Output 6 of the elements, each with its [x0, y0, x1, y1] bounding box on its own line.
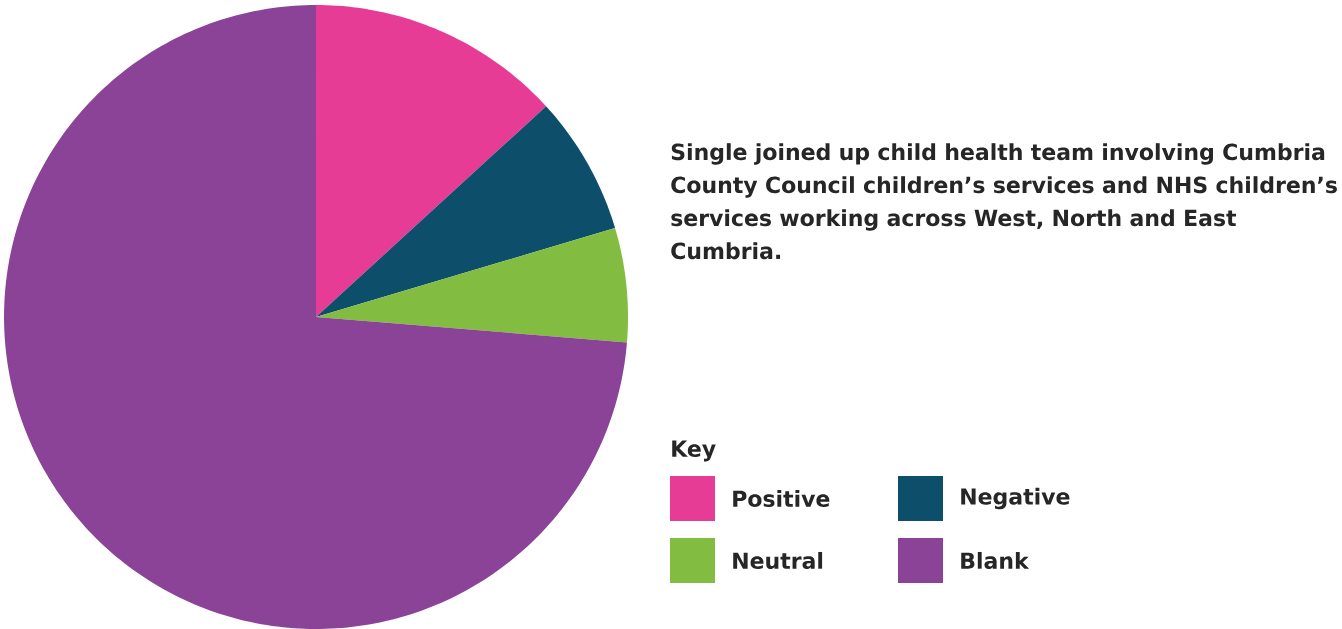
legend-label: Blank	[961, 551, 1030, 569]
text: Single joined up child health team involving Cumbria County Council children’s services and NHS children’s services working across West, North and East Cumbria.	[671, 143, 1337, 260]
legend-title: Key	[672, 440, 716, 462]
legend-label: Positive	[733, 489, 830, 507]
legend-label: Negative	[961, 487, 1070, 510]
legend-label: Neutral	[733, 551, 823, 569]
